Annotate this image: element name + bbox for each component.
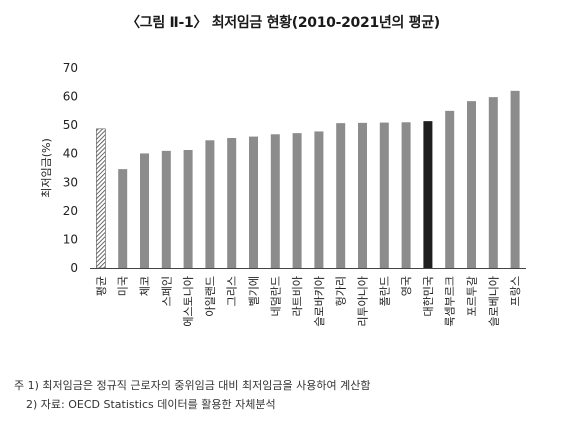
footnotes: 주 1) 최저임금은 정규직 근로자의 중위임금 대비 최저임금을 사용하여 계… <box>14 376 370 414</box>
bar-13 <box>358 122 367 268</box>
bar-1 <box>96 128 106 269</box>
x-tick-label: 포르투갈 <box>465 276 479 316</box>
bar-11 <box>314 131 324 268</box>
x-tick-label: 에스토니아 <box>182 276 195 327</box>
x-tick-label: 대한민국 <box>422 276 435 316</box>
y-tick-label: 50 <box>63 118 78 132</box>
bar-17 <box>445 110 455 268</box>
x-tick-label: 네덜란드 <box>269 276 282 316</box>
bar-4 <box>161 150 171 268</box>
bar-9 <box>270 134 280 268</box>
y-tick-label: 0 <box>70 261 78 275</box>
x-tick-label: 평균 <box>95 276 108 296</box>
x-tick-label: 아일랜드 <box>203 276 217 316</box>
y-tick-label: 20 <box>63 204 78 218</box>
y-tick-label: 40 <box>63 147 78 161</box>
bar-chart: 0 10 20 30 40 50 60 70 최저임금(%) 평균 미국 체코 스페인 에스토니아 아일… <box>40 61 526 327</box>
footnote-1: 주 1) 최저임금은 정규직 근로자의 중위임금 대비 최저임금을 사용하여 계… <box>14 379 371 392</box>
bar-15 <box>401 122 411 269</box>
x-tick-label: 룩셈부르크 <box>444 276 457 327</box>
y-tick-label: 70 <box>63 61 78 75</box>
bar-14 <box>379 122 389 268</box>
y-tick-label: 30 <box>63 175 78 189</box>
bar-7 <box>227 138 237 268</box>
x-tick-label: 그리스 <box>226 276 239 306</box>
bar-5 <box>183 150 193 268</box>
y-axis-label: 최저임금(%) <box>40 138 53 198</box>
x-tick-label: 체코 <box>139 276 152 296</box>
bars <box>96 90 520 269</box>
x-tick-label: 영국 <box>400 276 413 296</box>
chart-title: 〈그림 Ⅱ-1〉 최저임금 현황(2010-2021년의 평균) <box>126 15 440 31</box>
bar-18 <box>467 101 476 268</box>
x-tick-label: 리투아니아 <box>357 276 370 327</box>
x-axis-labels: 평균 미국 체코 스페인 에스토니아 아일랜드 그리스 벨기에 네덜란드 라트비아 슬로바키아 헝가리… <box>95 276 522 327</box>
bar-16 <box>423 121 433 269</box>
bar-3 <box>140 153 149 268</box>
x-tick-label: 스페인 <box>160 276 173 306</box>
y-tick-label: 60 <box>63 90 78 104</box>
x-tick-label: 프랑스 <box>509 276 522 306</box>
x-tick-label: 벨기에 <box>248 276 261 306</box>
x-tick-label: 슬로베니아 <box>487 276 500 327</box>
bar-8 <box>249 136 258 268</box>
footnote-2: 2) 자료: OECD Statistics 데이터를 활용한 자체분석 <box>26 398 276 411</box>
bar-2 <box>118 169 128 268</box>
bar-12 <box>336 123 346 269</box>
bar-10 <box>292 133 302 268</box>
x-tick-label: 폴란드 <box>378 276 391 306</box>
x-tick-label: 라트비아 <box>291 276 304 316</box>
y-tick-label: 10 <box>63 232 78 246</box>
y-axis-ticks: 0 10 20 30 40 50 60 70 <box>63 61 78 275</box>
x-tick-label: 헝가리 <box>335 276 348 306</box>
bar-19 <box>488 97 498 268</box>
x-tick-label: 미국 <box>117 276 130 296</box>
x-tick-label: 슬로바키아 <box>313 276 326 327</box>
bar-20 <box>510 90 520 268</box>
bar-6 <box>205 140 215 268</box>
